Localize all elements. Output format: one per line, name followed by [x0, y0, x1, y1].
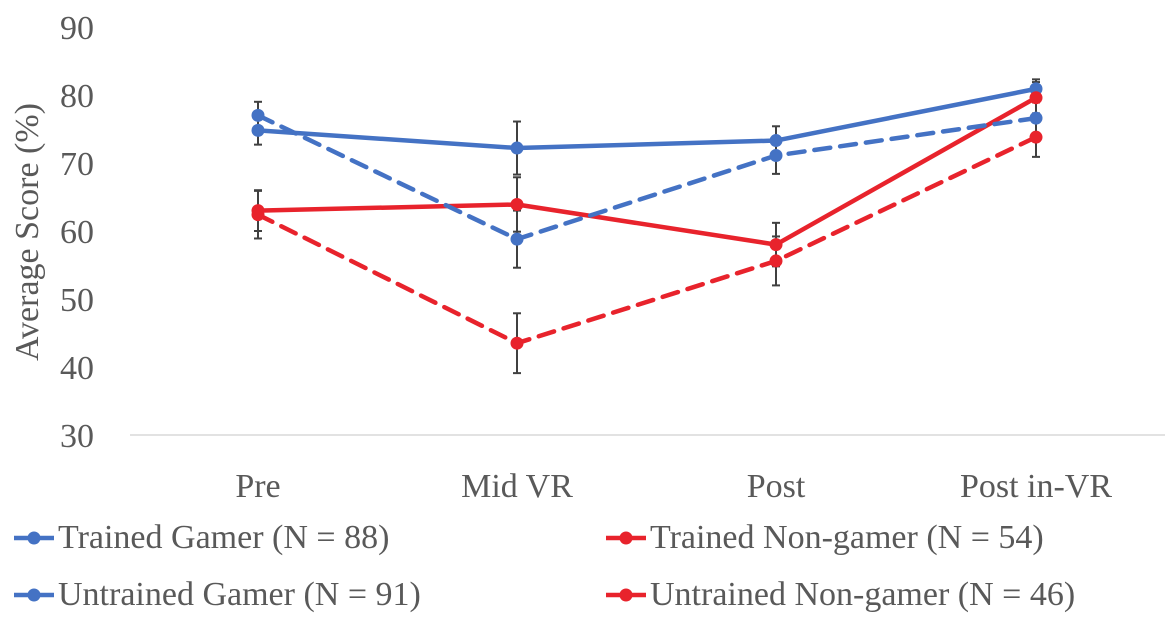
x-tick-label: Post in-VR [960, 468, 1112, 505]
data-point [1029, 111, 1043, 125]
legend-marker [619, 531, 633, 545]
legend-marker [27, 531, 41, 545]
y-tick-label: 50 [60, 282, 94, 319]
legend: Trained Gamer (N = 88) Trained Non-gamer … [14, 519, 1075, 613]
legend-label: Untrained Gamer (N = 91) [58, 576, 421, 613]
data-point [510, 197, 524, 211]
legend-label: Untrained Non-gamer (N = 46) [650, 576, 1075, 613]
x-tick-label: Post [747, 468, 806, 505]
data-point [769, 238, 783, 252]
y-tick-label: 40 [60, 350, 94, 387]
data-point [510, 141, 524, 155]
x-tick-label: Pre [235, 468, 280, 505]
series-line [255, 95, 1039, 247]
series-points [251, 82, 1043, 350]
series-lines [255, 86, 1039, 346]
legend-label: Trained Non-gamer (N = 54) [650, 519, 1044, 556]
data-point [251, 208, 265, 222]
y-tick-label: 30 [60, 418, 94, 455]
data-point [769, 134, 783, 148]
x-tick-label: Mid VR [461, 468, 573, 505]
series-line [255, 86, 1039, 151]
data-point [251, 123, 265, 137]
y-tick-label: 70 [60, 146, 94, 183]
legend-label: Trained Gamer (N = 88) [58, 519, 389, 556]
data-point [251, 108, 265, 122]
series-line [255, 113, 1039, 242]
y-axis-ticks: 30 40 50 60 70 80 90 [60, 10, 94, 455]
data-point [510, 232, 524, 246]
legend-marker [27, 588, 41, 602]
y-tick-label: 60 [60, 214, 94, 251]
data-point [1029, 91, 1043, 105]
data-point [510, 336, 524, 350]
y-tick-label: 90 [60, 10, 94, 47]
y-tick-label: 80 [60, 78, 94, 115]
data-point [769, 149, 783, 163]
data-point [769, 254, 783, 268]
series-line [255, 134, 1039, 346]
x-axis-ticks: Pre Mid VR Post Post in-VR [235, 468, 1112, 505]
legend-marker [619, 588, 633, 602]
y-axis-label: Average Score (%) [9, 103, 46, 361]
data-point [1029, 130, 1043, 144]
